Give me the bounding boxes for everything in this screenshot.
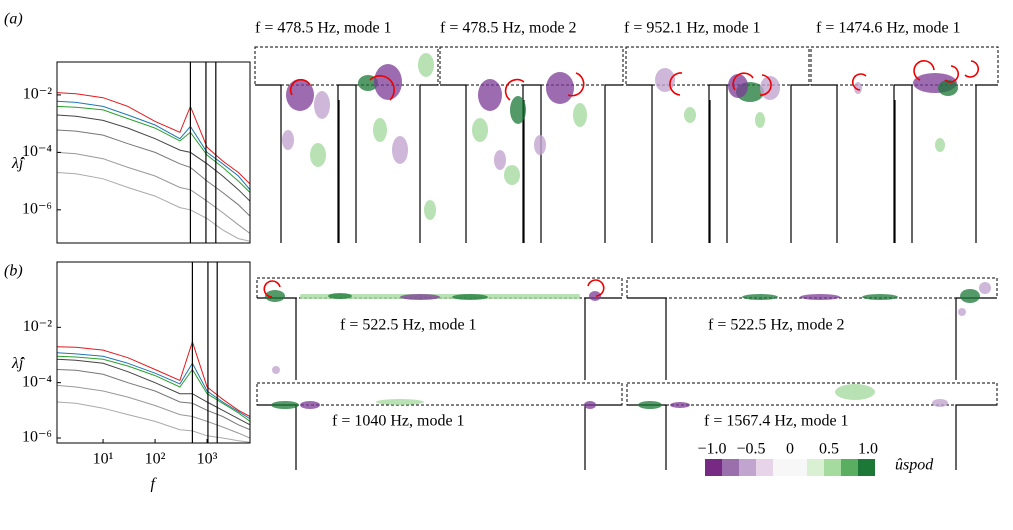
spectrum-line: [57, 151, 250, 234]
panel-label: (a): [4, 11, 23, 28]
x-tick-label: 10²: [145, 451, 166, 468]
spectrum-line: [57, 100, 250, 191]
mode-caption: f = 522.5 Hz, mode 2: [708, 317, 845, 334]
spectrum-line: [57, 172, 250, 242]
mode-caption: f = 478.5 Hz, mode 1: [255, 20, 392, 37]
spectrum-line: [57, 92, 250, 185]
mode-maps-b: [256, 277, 998, 470]
y-tick-label: 10⁻⁴: [22, 373, 52, 390]
mode-caption: f = 1567.4 Hz, mode 1: [704, 413, 849, 430]
axes-frame: [56, 261, 251, 444]
spectrum-line: [57, 369, 250, 431]
spectrum-line: [57, 340, 250, 417]
colorbar-tick-label: 0.5: [819, 441, 839, 458]
spectrum-line: [57, 114, 250, 202]
spectrum-line: [57, 384, 250, 439]
plot-lines: [57, 340, 250, 443]
spectrum-line: [57, 352, 250, 420]
y-tick-label: 10⁻²: [23, 318, 52, 335]
colorbar-swatches: [705, 459, 875, 476]
spectrum-line: [57, 401, 250, 443]
mode-caption: f = 1474.6 Hz, mode 1: [816, 20, 961, 37]
mode-caption: f = 1040 Hz, mode 1: [332, 413, 465, 430]
spectrum-line: [57, 355, 250, 422]
y-tick-label: 10⁻⁶: [22, 429, 52, 446]
colorbar-label: ûspod: [895, 457, 934, 474]
y-tick-label: 10⁻²: [23, 86, 52, 103]
mode-caption: f = 952.1 Hz, mode 1: [624, 20, 761, 37]
y-axis-label: λ̂j: [11, 355, 25, 372]
x-axis-label: f: [151, 476, 158, 493]
panel-label: (b): [4, 263, 23, 280]
x-tick-label: 10³: [197, 451, 218, 468]
y-axis-label: λ̂j: [11, 155, 25, 172]
y-tick-label: 10⁻⁴: [22, 143, 52, 160]
mode-caption: f = 522.5 Hz, mode 1: [340, 317, 477, 334]
plot-lines: [57, 92, 250, 242]
spectrum-line: [57, 105, 250, 193]
mode-caption: f = 478.5 Hz, mode 2: [440, 20, 577, 37]
mode-maps-a: [254, 46, 999, 243]
colorbar-tick-label: −1.0: [697, 441, 726, 458]
spectrum-line: [57, 358, 250, 426]
y-tick-label: 10⁻⁶: [22, 200, 52, 217]
axes-frame: [56, 61, 251, 244]
x-tick-label: 10¹: [93, 451, 114, 468]
spectrum-line: [57, 129, 250, 217]
colorbar-tick-label: −0.5: [736, 441, 765, 458]
colorbar-tick-label: 1.0: [858, 441, 878, 458]
colorbar-tick-label: 0: [786, 441, 794, 458]
